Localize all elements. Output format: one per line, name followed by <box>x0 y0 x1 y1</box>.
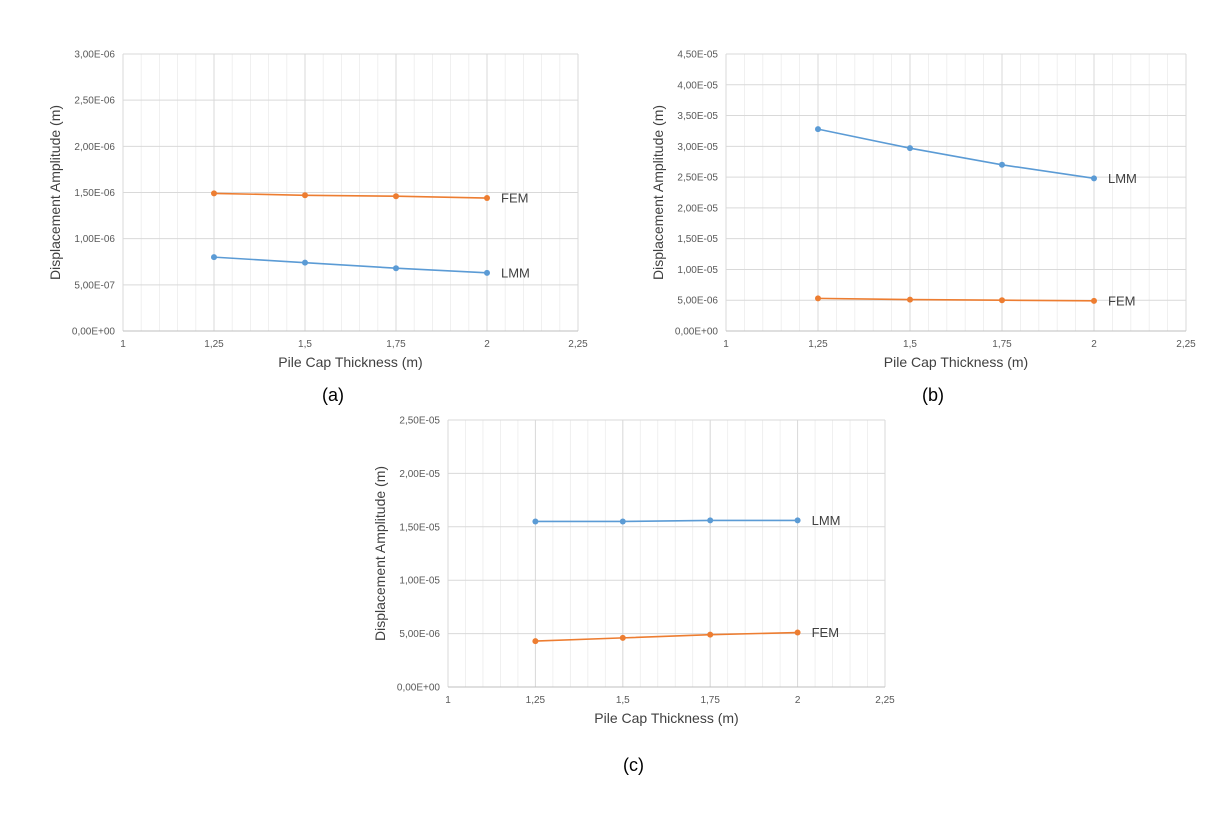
series-label-fem: FEM <box>1108 293 1135 308</box>
x-tick-label: 2 <box>484 339 490 350</box>
y-tick-label: 4,00E-05 <box>677 80 718 91</box>
data-point-fem <box>619 634 626 641</box>
y-tick-label: 2,00E-05 <box>399 469 440 480</box>
caption-b: (b) <box>922 385 944 405</box>
chart-panel-a: 1 1,25 1,5 1,75 2 2,25 0,00E+00 5,00E-07 1,00E-0… <box>40 44 600 374</box>
x-tick-label: 1,5 <box>616 695 630 706</box>
x-tick-label: 1,75 <box>992 339 1012 350</box>
y-tick-label: 2,50E-06 <box>74 96 115 107</box>
data-point-fem <box>484 195 490 202</box>
y-tick-label: 5,00E-07 <box>74 280 115 291</box>
data-point-lmm <box>907 145 913 152</box>
series-label-lmm: LMM <box>1108 171 1137 186</box>
x-axis-title: Pile Cap Thickness (m) <box>884 354 1028 370</box>
data-point-fem <box>393 193 399 200</box>
chart-c: 1 1,25 1,5 1,75 2 2,25 0,00E+00 5,00E-06 1,00E-0… <box>372 416 895 727</box>
y-tick-label: 4,50E-05 <box>677 50 718 61</box>
y-tick-label: 2,00E-05 <box>677 203 718 214</box>
y-tick-label: 1,00E-06 <box>74 234 115 245</box>
x-tick-label: 1,5 <box>298 339 312 350</box>
chart-a: 1 1,25 1,5 1,75 2 2,25 0,00E+00 5,00E-07 1,00E-0… <box>47 50 588 371</box>
x-tick-label: 2,25 <box>568 339 588 350</box>
data-point-lmm <box>999 161 1005 168</box>
y-tick-label: 0,00E+00 <box>72 327 116 338</box>
y-tick-label: 5,00E-06 <box>399 629 440 640</box>
y-axis-title: Displacement Amplitude (m) <box>372 466 388 641</box>
y-tick-label: 1,50E-05 <box>677 234 718 245</box>
y-tick-label: 3,00E-06 <box>74 50 115 61</box>
series-label-lmm: LMM <box>501 265 530 280</box>
y-tick-label: 1,50E-05 <box>399 522 440 533</box>
x-tick-label: 1,5 <box>903 339 917 350</box>
x-axis-title: Pile Cap Thickness (m) <box>278 354 422 370</box>
x-tick-label: 2 <box>795 695 801 706</box>
data-point-lmm <box>1091 175 1097 182</box>
y-tick-label: 1,00E-05 <box>677 265 718 276</box>
data-point-lmm <box>707 517 714 524</box>
data-point-lmm <box>211 254 217 261</box>
series-line-fem <box>213 192 488 199</box>
x-tick-label: 1,25 <box>204 339 224 350</box>
y-tick-label: 1,00E-05 <box>399 576 440 587</box>
y-axis-title: Displacement Amplitude (m) <box>650 105 666 280</box>
data-point-lmm <box>302 259 308 266</box>
x-tick-label: 1 <box>723 339 729 350</box>
series-line-fem <box>817 297 1095 302</box>
caption-a: (a) <box>322 385 344 405</box>
data-point-fem <box>532 638 539 645</box>
data-point-fem <box>999 297 1005 304</box>
data-point-fem <box>794 629 801 636</box>
y-tick-label: 3,00E-05 <box>677 142 718 153</box>
series-line-lmm <box>535 519 798 523</box>
x-tick-label: 1,75 <box>700 695 720 706</box>
series-label-fem: FEM <box>501 191 528 206</box>
data-point-fem <box>211 190 217 197</box>
y-axis-title: Displacement Amplitude (m) <box>47 105 63 280</box>
chart-panel-b: 1 1,25 1,5 1,75 2 2,25 0,00E+00 5,00E-06 1,00E-0… <box>640 44 1200 374</box>
series-line-lmm <box>213 256 488 274</box>
chart-panel-c: 1 1,25 1,5 1,75 2 2,25 0,00E+00 5,00E-06 1,00E-0… <box>370 410 910 740</box>
x-tick-label: 1,25 <box>526 695 546 706</box>
data-point-lmm <box>393 265 399 272</box>
series-label-fem: FEM <box>812 625 839 640</box>
data-point-lmm <box>815 126 821 133</box>
x-tick-label: 1,25 <box>808 339 828 350</box>
y-tick-label: 2,50E-05 <box>677 173 718 184</box>
y-tick-label: 2,50E-05 <box>399 416 440 427</box>
caption-c: (c) <box>623 755 644 775</box>
y-tick-label: 3,50E-05 <box>677 111 718 122</box>
y-tick-label: 5,00E-06 <box>677 296 718 307</box>
x-axis-title: Pile Cap Thickness (m) <box>594 710 738 726</box>
chart-b: 1 1,25 1,5 1,75 2 2,25 0,00E+00 5,00E-06 1,00E-0… <box>650 50 1196 371</box>
data-point-fem <box>815 295 821 302</box>
data-point-fem <box>1091 297 1097 304</box>
y-tick-label: 0,00E+00 <box>675 327 719 338</box>
series-label-lmm: LMM <box>812 513 841 528</box>
x-tick-label: 2 <box>1091 339 1097 350</box>
data-point-lmm <box>532 518 539 525</box>
data-point-fem <box>302 192 308 199</box>
data-point-lmm <box>484 269 490 276</box>
series-line-fem <box>535 631 798 642</box>
data-point-lmm <box>619 518 626 525</box>
data-point-fem <box>907 296 913 303</box>
x-tick-label: 1,75 <box>386 339 406 350</box>
x-tick-label: 1 <box>120 339 126 350</box>
data-point-fem <box>707 631 714 638</box>
y-tick-label: 0,00E+00 <box>397 683 441 694</box>
x-tick-label: 2,25 <box>875 695 895 706</box>
data-point-lmm <box>794 517 801 524</box>
x-tick-label: 2,25 <box>1176 339 1196 350</box>
series-line-lmm <box>817 128 1095 180</box>
y-tick-label: 2,00E-06 <box>74 142 115 153</box>
y-tick-label: 1,50E-06 <box>74 188 115 199</box>
x-tick-label: 1 <box>445 695 451 706</box>
